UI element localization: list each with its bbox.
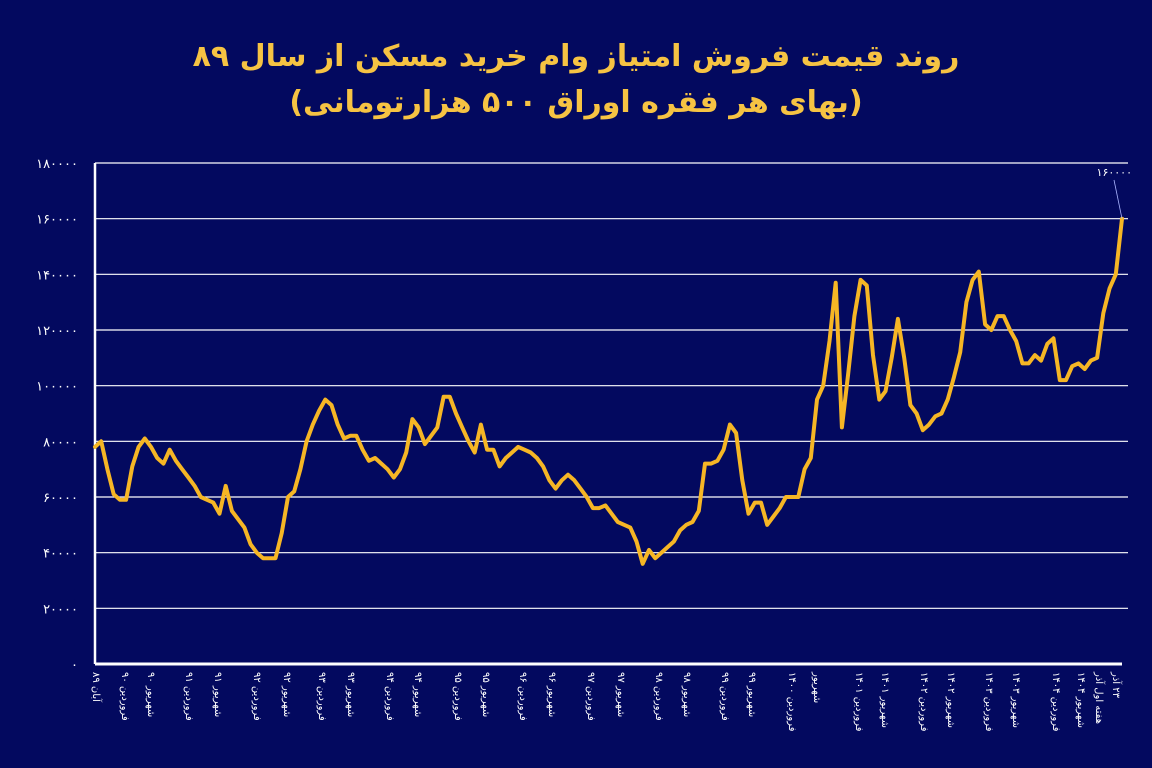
x-tick-label: فروردین ۹۴	[384, 672, 395, 721]
y-tick-label: ۴۰۰۰۰	[43, 547, 78, 562]
annotation-last-value: ۱۶۰۰۰۰	[1097, 166, 1132, 179]
x-tick-label: شهریور ۹۳	[345, 672, 356, 717]
y-tick-label: ۱۲۰۰۰۰	[36, 324, 78, 339]
x-tick-label: شهریور ۹۶	[546, 672, 557, 717]
x-tick-label: فروردین ۱۴۰۴	[1050, 672, 1061, 732]
y-tick-label: ۱۸۰۰۰۰	[36, 157, 78, 172]
x-tick-label: فروردین ۹۹	[719, 672, 730, 721]
x-tick-label: فروردین ۹۸	[653, 672, 664, 721]
x-tick-label: فروردین ۹۶	[517, 672, 528, 721]
price-line	[93, 216, 1124, 566]
x-tick-label: شهریور ۹۰	[145, 672, 156, 717]
x-tick-label: شهریور ۹۴	[412, 672, 423, 717]
x-tick-label: فروردین ۹۷	[585, 672, 596, 721]
x-tick-label: آبان ۸۹	[90, 672, 103, 703]
x-tick-label: شهریور ۹۵	[480, 672, 491, 717]
x-tick-label: فروردین ۹۳	[316, 672, 327, 721]
x-tick-label: شهریور	[811, 671, 822, 703]
y-tick-label: ۸۰۰۰۰	[43, 435, 78, 450]
x-tick-label: فروردین ۱۴۰۱	[853, 672, 864, 732]
x-tick-label: فروردین ۹۲	[251, 672, 262, 721]
x-tick-label: فروردین ۱۴۰۰	[786, 672, 797, 732]
title-line-1: روند قیمت فروش امتیاز وام خرید مسکن از س…	[192, 39, 960, 74]
y-tick-label: ۲۰۰۰۰	[43, 602, 78, 617]
title-line-2: (بهای هر فقره اوراق ۵۰۰ هزارتومانی)	[289, 85, 863, 120]
x-tick-label: شهریور ۹۷	[615, 672, 626, 717]
x-tick-label: فروردین ۱۴۰۲	[918, 672, 929, 732]
x-tick-label: ۲۳ آذر	[1110, 671, 1123, 699]
x-tick-label: هفته اول آذر	[1093, 671, 1106, 724]
x-tick-label: شهریور ۱۴۰۱	[879, 672, 890, 728]
x-tick-label: شهریور ۱۴۰۴	[1075, 672, 1086, 728]
x-tick-label: شهریور ۹۹	[746, 672, 757, 717]
x-tick-label: شهریور ۹۱	[212, 672, 223, 717]
x-tick-label: شهریور ۹۸	[681, 672, 692, 717]
x-tick-label: فروردین ۱۴۰۳	[983, 672, 994, 732]
x-tick-label: فروردین ۹۰	[119, 672, 130, 721]
x-tick-label: شهریور ۱۴۰۲	[945, 672, 956, 728]
y-tick-label: ۰	[71, 658, 78, 673]
y-tick-label: ۱۰۰۰۰۰	[36, 380, 78, 395]
annotation-leader	[1113, 179, 1123, 219]
x-tick-label: فروردین ۹۵	[452, 672, 463, 721]
x-tick-label: فروردین ۹۱	[183, 672, 194, 721]
y-tick-label: ۱۴۰۰۰۰	[36, 268, 78, 283]
chart-title: روند قیمت فروش امتیاز وام خرید مسکن از س…	[0, 34, 1152, 126]
x-tick-label: شهریور ۱۴۰۳	[1010, 672, 1021, 728]
y-tick-label: ۶۰۰۰۰	[43, 491, 78, 506]
x-tick-label: شهریور ۹۲	[281, 672, 292, 717]
y-tick-label: ۱۶۰۰۰۰	[36, 213, 78, 228]
